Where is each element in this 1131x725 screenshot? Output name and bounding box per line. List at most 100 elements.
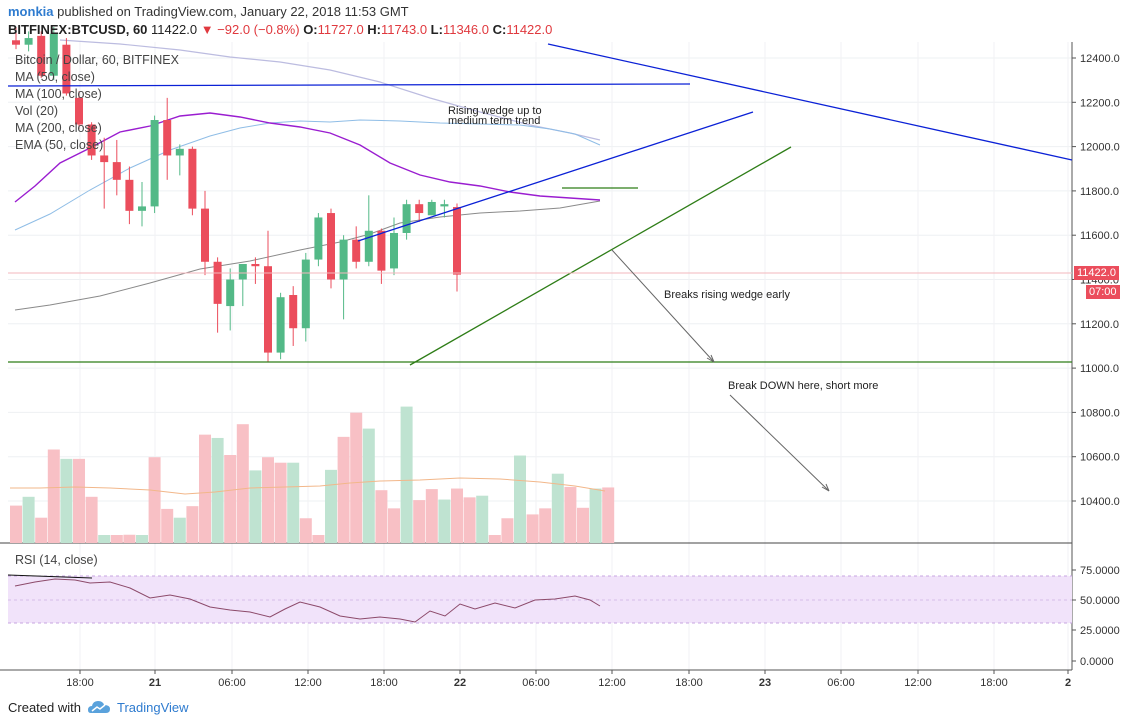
- created-with-text: Created with: [8, 700, 81, 715]
- rsi-tick-label: 0.0000: [1080, 656, 1114, 668]
- volume-bar: [262, 457, 274, 543]
- time-tick-label: 2: [1065, 677, 1071, 689]
- candle: [188, 146, 197, 216]
- price-tick-label: 10800.0: [1080, 407, 1120, 419]
- volume-bar: [98, 535, 111, 543]
- time-tick-label: 18:00: [675, 677, 703, 689]
- wedge-upper-line[interactable]: [357, 111, 754, 242]
- price-tick-label: 11000.0: [1080, 363, 1119, 375]
- rsi-line: [14, 578, 601, 623]
- ema-50-line: [14, 112, 601, 203]
- legend-item-ma200[interactable]: MA (200, close): [15, 121, 102, 135]
- tradingview-cloud-icon: [88, 701, 110, 713]
- rsi-tick-label: 25.0000: [1080, 625, 1120, 637]
- candle: [352, 226, 361, 269]
- legend-item-vol[interactable]: Vol (20): [15, 104, 59, 118]
- ma-100-line: [59, 39, 601, 141]
- volume-bar: [577, 507, 589, 543]
- candle: [37, 31, 46, 78]
- volume-bar: [451, 488, 463, 543]
- time-tick-label: 12:00: [904, 677, 932, 689]
- time-tick-label: 06:00: [218, 677, 246, 689]
- volume-bar: [35, 517, 48, 543]
- time-tick-label: 12:00: [294, 677, 322, 689]
- tradingview-brand-link[interactable]: TradingView: [117, 700, 189, 715]
- volume-bar: [299, 518, 312, 543]
- candle: [339, 235, 348, 320]
- candle: [150, 115, 159, 214]
- candle: [24, 31, 33, 52]
- legend-item-ma50[interactable]: MA (50, close): [15, 70, 95, 84]
- rsi-axis: 75.0000 50.0000 25.0000 0.0000: [1072, 565, 1120, 668]
- candle: [390, 217, 398, 276]
- volume-bar: [589, 488, 602, 543]
- volume-bar: [47, 449, 60, 543]
- price-tick-label: 11200.0: [1080, 319, 1119, 331]
- symbol-line: BITFINEX:BTCUSD, 60 11422.0 ▼ −92.0 (−0.…: [8, 22, 553, 37]
- price-change: ▼ −92.0 (−0.8%): [200, 22, 300, 37]
- annotation-breaks-wedge: Breaks rising wedge early: [664, 289, 790, 301]
- time-tick-label: 12:00: [598, 677, 626, 689]
- volume-bar: [375, 490, 388, 543]
- footer: Created with TradingView: [0, 690, 1131, 725]
- candle: [276, 292, 285, 360]
- arrow-1[interactable]: [611, 249, 715, 363]
- candle: [49, 26, 58, 81]
- volume-bar: [287, 462, 300, 543]
- volume-bars: [10, 406, 615, 543]
- time-axis[interactable]: 18:00 21 06:00 12:00 18:00 22 06:00 12:00 18:00 2…: [66, 670, 1071, 689]
- price-tick-label: 10600.0: [1080, 452, 1120, 464]
- published-text: published on TradingView.com, January 22…: [57, 4, 409, 19]
- candle: [226, 268, 235, 331]
- candle: [238, 263, 247, 307]
- volume-bar: [161, 508, 174, 543]
- price-tick-label: 11600.0: [1080, 230, 1119, 242]
- publish-line: monkia published on TradingView.com, Jan…: [8, 4, 409, 19]
- candles: [12, 26, 461, 362]
- rsi-trendline[interactable]: [7, 574, 93, 579]
- volume-bar: [388, 508, 400, 543]
- ma-light-line: [14, 119, 601, 231]
- arrow-2[interactable]: [729, 394, 830, 492]
- volume-bar: [236, 424, 249, 543]
- volume-bar: [564, 486, 577, 543]
- volume-bar: [337, 436, 350, 543]
- candle: [87, 122, 96, 160]
- candle: [377, 228, 386, 284]
- annotation-rising-wedge-2: medium term trend: [448, 115, 540, 127]
- candle: [201, 190, 209, 276]
- author-link[interactable]: monkia: [8, 4, 54, 19]
- volume-bar: [476, 495, 489, 543]
- price-tick-label: 12000.0: [1080, 142, 1120, 154]
- legend-item-ma100[interactable]: MA (100, close): [15, 87, 102, 101]
- legend-item-ema50[interactable]: EMA (50, close): [15, 138, 104, 152]
- volume-bar: [312, 535, 325, 543]
- volume-bar: [602, 487, 615, 543]
- volume-bar: [463, 497, 476, 543]
- price-tick-label: 12400.0: [1080, 53, 1120, 65]
- candle: [138, 182, 146, 227]
- time-tick-label: 22: [454, 677, 466, 689]
- volume-bar: [325, 469, 337, 543]
- volume-bar: [413, 500, 426, 543]
- volume-bar: [148, 457, 161, 543]
- blue-trendline-downward[interactable]: [547, 43, 1073, 161]
- grid: [8, 42, 1072, 670]
- candle: [112, 139, 121, 196]
- blue-resistance-line[interactable]: [7, 83, 691, 87]
- candle: [264, 230, 272, 362]
- volume-bar: [249, 470, 262, 543]
- volume-bar: [425, 489, 438, 543]
- annotation-break-down: Break DOWN here, short more: [728, 380, 878, 392]
- low-value: 11346.0: [442, 22, 489, 37]
- legend-title[interactable]: Bitcoin / Dollar, 60, BITFINEX: [15, 53, 179, 67]
- volume-bar: [501, 518, 514, 543]
- time-tick-label: 06:00: [827, 677, 855, 689]
- candle: [100, 137, 109, 209]
- volume-bar: [123, 534, 136, 543]
- volume-bar: [488, 535, 501, 543]
- price-axis[interactable]: 12400.012200.012000.011800.011600.011400…: [1072, 53, 1120, 508]
- wedge-lower-line[interactable]: [409, 146, 792, 366]
- rsi-legend[interactable]: RSI (14, close): [15, 553, 98, 567]
